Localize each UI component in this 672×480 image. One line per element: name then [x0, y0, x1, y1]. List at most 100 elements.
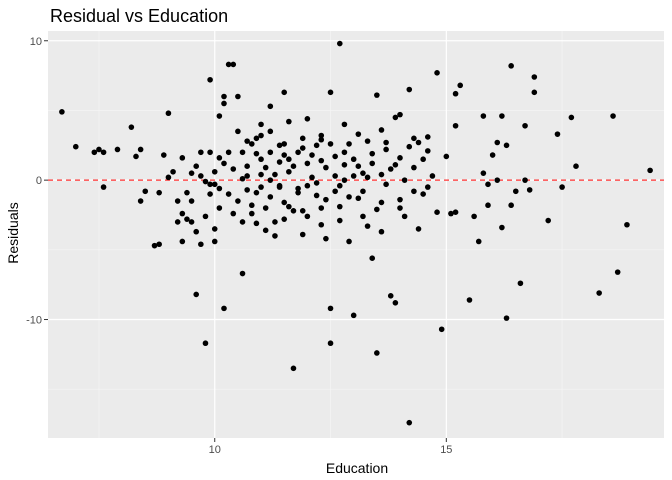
data-point [503, 142, 510, 149]
data-point [248, 141, 255, 147]
data-point [211, 238, 218, 245]
data-point [374, 92, 380, 98]
data-point [160, 152, 167, 158]
data-point [480, 170, 487, 176]
data-point [184, 216, 190, 222]
data-point [193, 291, 200, 298]
data-point [295, 149, 301, 156]
data-point [323, 164, 329, 171]
x-axis-ticks: 10 15 [209, 438, 452, 456]
data-point [318, 132, 325, 139]
data-point [415, 226, 422, 232]
data-point [179, 238, 186, 245]
data-point [309, 174, 315, 181]
data-point [406, 143, 413, 150]
data-point [272, 219, 278, 225]
data-point [299, 231, 306, 238]
data-point [443, 153, 450, 160]
data-point [286, 168, 292, 175]
data-points [59, 40, 653, 426]
data-point [369, 255, 376, 261]
data-point [267, 128, 274, 135]
data-point [485, 181, 491, 188]
data-point [397, 196, 403, 203]
data-point [258, 156, 264, 163]
data-point [383, 139, 389, 146]
data-point [420, 156, 426, 163]
data-point [466, 297, 473, 303]
data-point [202, 340, 209, 347]
data-point [188, 170, 195, 176]
data-point [624, 221, 630, 228]
data-point [336, 40, 343, 47]
y-tick-label: 10 [30, 36, 42, 48]
data-point [610, 113, 616, 119]
data-point [202, 213, 209, 220]
data-point [355, 131, 362, 137]
y-axis-ticks: -10 0 10 [26, 36, 48, 327]
data-point [235, 198, 241, 204]
y-tick-label: -10 [26, 315, 42, 327]
data-point [489, 152, 496, 158]
data-point [411, 135, 417, 142]
data-point [378, 171, 385, 178]
data-point [267, 194, 274, 200]
data-point [276, 142, 283, 149]
data-point [216, 205, 223, 211]
y-tick-label: 0 [36, 175, 42, 187]
data-point [211, 226, 218, 232]
data-point [142, 188, 149, 195]
data-point [225, 191, 232, 197]
data-point [350, 173, 357, 179]
data-point [225, 61, 232, 68]
data-point [438, 326, 445, 333]
data-point [448, 210, 454, 217]
data-point [221, 100, 227, 107]
data-point [244, 138, 250, 144]
chart-title: Residual vs Education [50, 6, 228, 26]
data-point [248, 202, 255, 209]
data-point [374, 206, 380, 213]
data-point [378, 228, 385, 235]
data-point [262, 164, 269, 171]
data-point [369, 150, 376, 157]
data-point [267, 103, 274, 110]
data-point [258, 132, 264, 139]
data-point [517, 280, 524, 287]
data-point [512, 188, 519, 195]
data-point [170, 168, 176, 175]
data-point [262, 227, 269, 234]
data-point [424, 134, 431, 140]
data-point [230, 166, 237, 172]
data-point [327, 305, 334, 312]
data-point [545, 217, 552, 224]
data-point [91, 149, 98, 156]
data-point [494, 177, 501, 183]
data-point [318, 221, 325, 228]
data-point [258, 184, 264, 190]
data-point [299, 145, 306, 151]
data-point [327, 89, 334, 96]
data-point [647, 167, 653, 174]
data-point [211, 168, 218, 175]
data-point [128, 124, 135, 130]
data-point [387, 293, 394, 299]
data-point [244, 173, 250, 179]
data-point [286, 156, 292, 163]
data-point [281, 152, 288, 158]
data-point [318, 157, 325, 164]
data-point [522, 122, 528, 129]
data-point [559, 184, 565, 190]
data-point [397, 155, 403, 161]
data-point [225, 149, 232, 156]
data-point [336, 182, 343, 189]
data-point [452, 90, 459, 97]
data-point [253, 135, 260, 142]
data-point [378, 199, 385, 206]
data-point [281, 199, 288, 206]
data-point [531, 74, 538, 80]
data-point [508, 63, 514, 69]
data-point [392, 299, 399, 306]
data-point [230, 61, 237, 68]
data-point [434, 70, 440, 76]
